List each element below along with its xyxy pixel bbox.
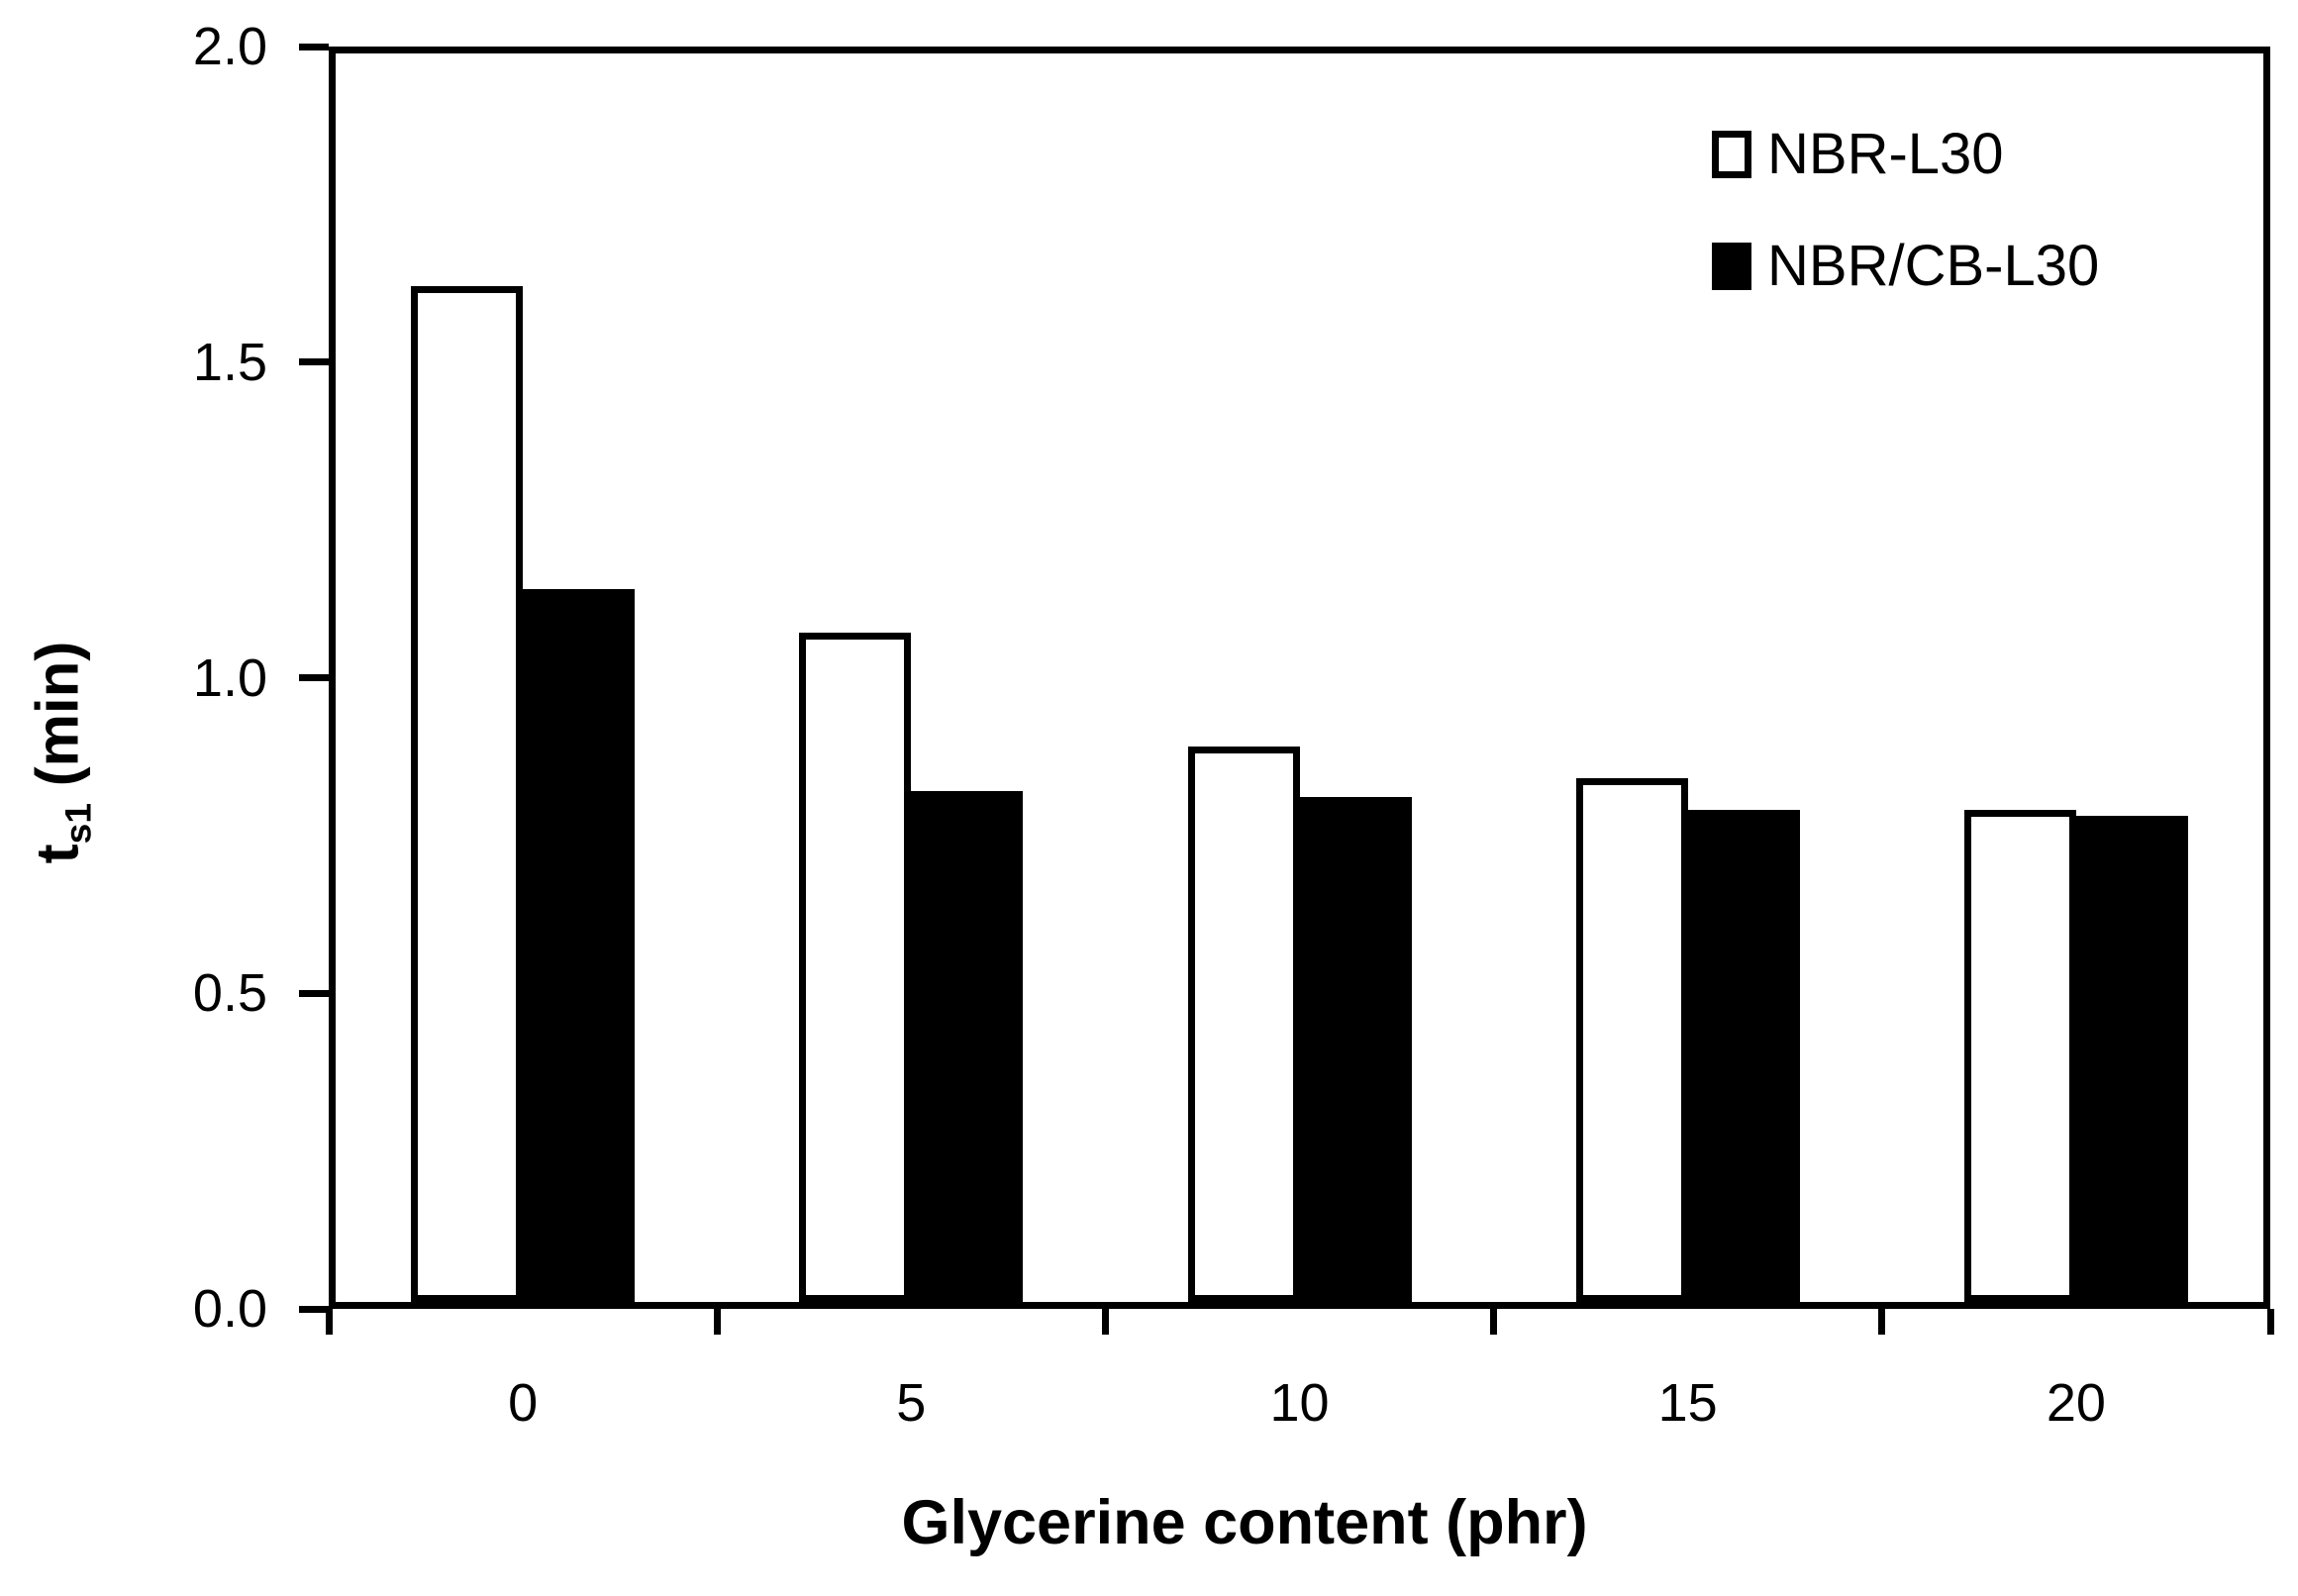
x-tick-mark (1490, 1309, 1498, 1335)
x-tick-label: 15 (1657, 1373, 1718, 1433)
bar-nbr-cb-l30-x0 (523, 589, 636, 1302)
x-tick-mark (1101, 1309, 1109, 1335)
legend-swatch-open-icon (1712, 130, 1751, 178)
x-tick-mark (713, 1309, 721, 1335)
x-tick-label: 0 (508, 1373, 539, 1433)
bar-nbr-cb-l30-x5 (911, 791, 1024, 1302)
bar-nbr-cb-l30-x15 (1687, 810, 1800, 1302)
plot-area: NBR-L30 NBR/CB-L30 (329, 47, 2270, 1309)
legend: NBR-L30 NBR/CB-L30 (1712, 121, 2099, 299)
y-axis-title: ts1 (min) (24, 642, 100, 864)
bar-nbr-cb-l30-x20 (2075, 816, 2188, 1302)
legend-swatch-filled-icon (1712, 242, 1751, 290)
x-tick-label: 10 (1269, 1373, 1330, 1433)
y-tick-label: 1.5 (192, 332, 267, 392)
x-tick-mark (2266, 1309, 2274, 1335)
y-tick-mark (299, 358, 329, 366)
y-tick-mark (299, 989, 329, 997)
x-tick-label: 5 (896, 1373, 927, 1433)
bar-nbr-l30-x20 (1963, 810, 2076, 1302)
y-tick-label: 1.0 (192, 648, 267, 708)
bar-nbr-l30-x5 (799, 633, 912, 1302)
legend-label-nbr-cb-l30: NBR/CB-L30 (1767, 234, 2100, 298)
legend-item-nbr-l30: NBR-L30 (1712, 121, 2099, 187)
y-tick-mark (299, 674, 329, 681)
bars-layer (336, 53, 2263, 1302)
y-axis-title-sub: s1 (56, 802, 99, 845)
bar-nbr-l30-x0 (411, 286, 524, 1302)
x-tick-mark (1878, 1309, 1886, 1335)
x-tick-label: 20 (2046, 1373, 2106, 1433)
bar-nbr-cb-l30-x10 (1299, 797, 1412, 1302)
bar-nbr-l30-x10 (1187, 747, 1300, 1302)
x-tick-mark (325, 1309, 333, 1335)
y-tick-label: 0.0 (192, 1279, 267, 1339)
legend-item-nbr-cb-l30: NBR/CB-L30 (1712, 233, 2099, 299)
y-tick-label: 0.5 (192, 963, 267, 1024)
y-tick-mark (299, 1305, 329, 1313)
x-axis-title: Glycerine content (phr) (901, 1488, 1588, 1557)
y-axis-title-rest: (min) (24, 641, 91, 803)
bar-nbr-l30-x15 (1575, 778, 1688, 1302)
y-tick-mark (299, 43, 329, 50)
y-tick-label: 2.0 (192, 17, 267, 76)
y-axis-title-main: t (24, 844, 91, 864)
legend-label-nbr-l30: NBR-L30 (1767, 122, 2004, 186)
